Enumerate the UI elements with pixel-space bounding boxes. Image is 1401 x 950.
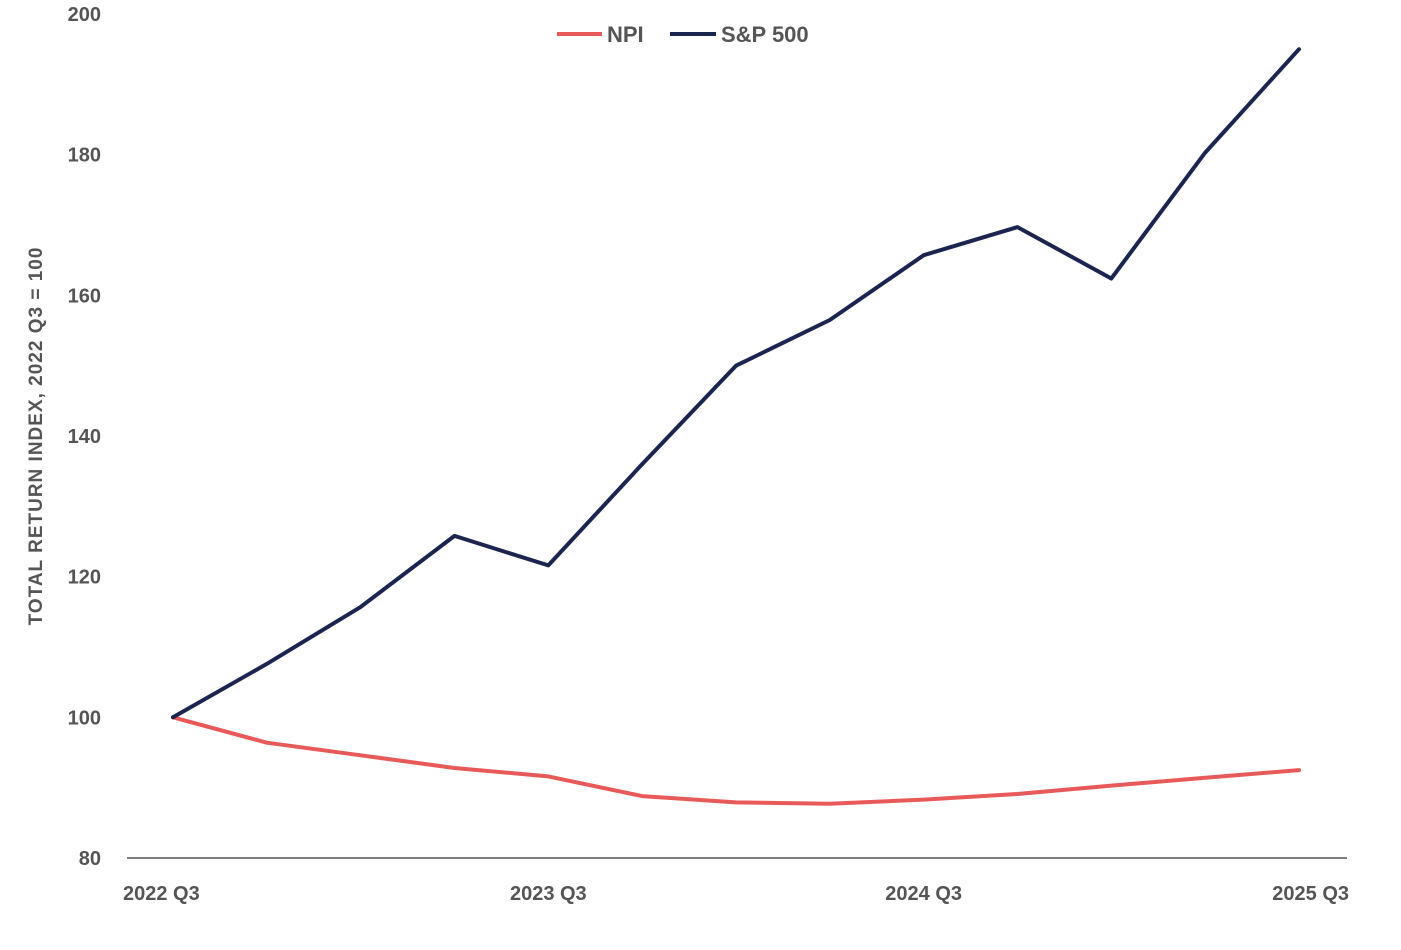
x-tick-label: 2022 Q3 [123, 883, 200, 905]
series-line-1 [171, 47, 1301, 720]
y-tick-label: 140 [68, 426, 101, 448]
x-axis-ticks: 2022 Q3 2023 Q3 2024 Q3 2025 Q3 [123, 883, 1349, 905]
x-tick-label: 2024 Q3 [885, 883, 962, 905]
y-tick-label: 200 [68, 4, 101, 26]
x-tick-label: 2025 Q3 [1272, 883, 1349, 905]
y-tick-label: 80 [79, 848, 101, 870]
y-axis-title: TOTAL RETURN INDEX, 2022 Q3 = 100 [26, 247, 47, 626]
legend: NPI S&P 500 [557, 22, 809, 47]
y-tick-label: 160 [68, 285, 101, 307]
y-tick-label: 100 [68, 707, 101, 729]
series-lines [171, 47, 1301, 806]
legend-label-0: NPI [607, 22, 644, 47]
series-line-0 [171, 715, 1301, 806]
x-tick-label: 2023 Q3 [510, 883, 587, 905]
legend-label-1: S&P 500 [721, 22, 809, 47]
y-axis-ticks: 80 100 120 140 160 180 200 [68, 4, 101, 870]
y-tick-label: 120 [68, 567, 101, 589]
y-tick-label: 180 [68, 145, 101, 167]
